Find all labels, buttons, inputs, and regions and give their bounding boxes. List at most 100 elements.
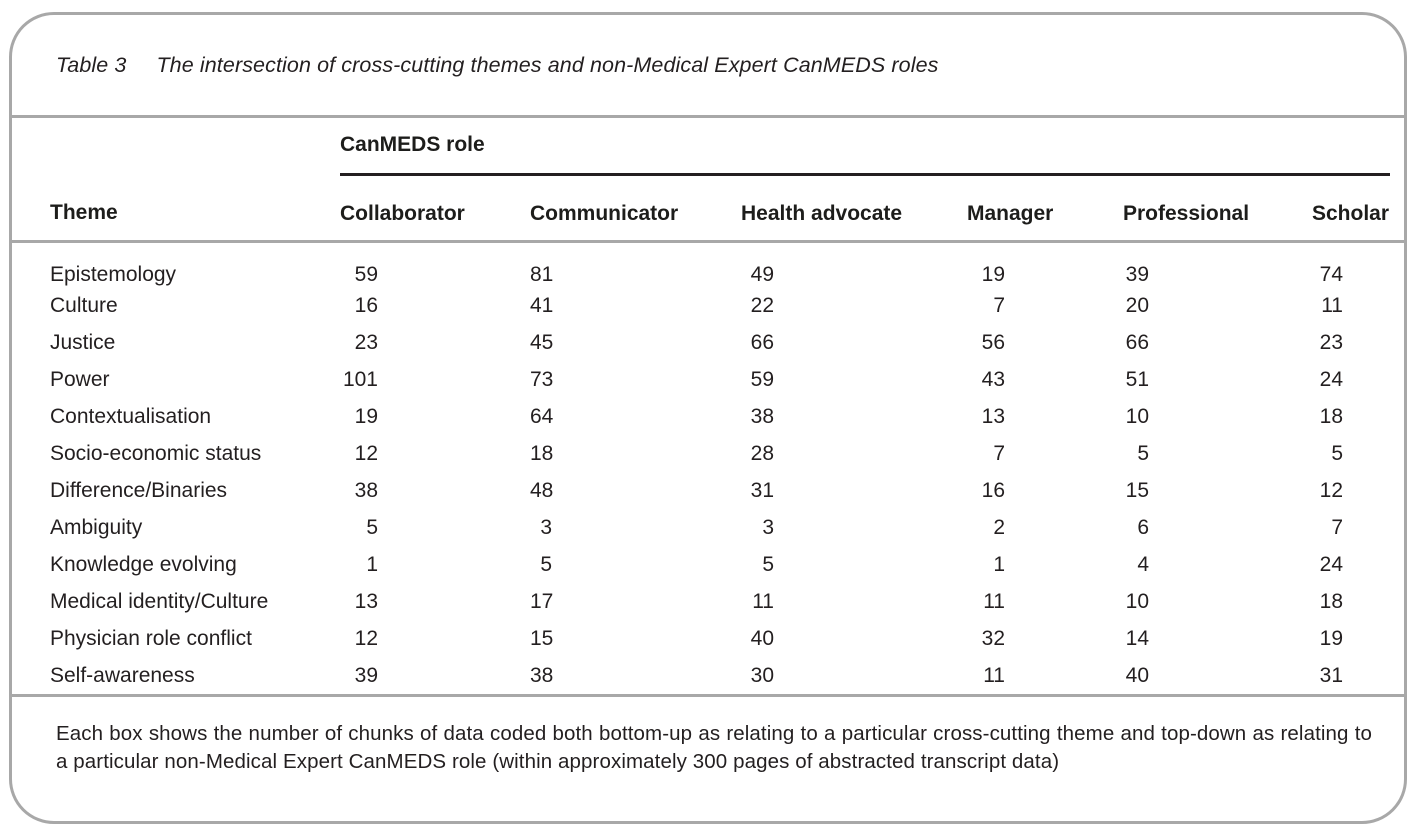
theme-cell: Culture: [50, 293, 118, 317]
value-cell: 2: [993, 515, 1005, 539]
value-cell: 32: [981, 626, 1005, 650]
value-cell: 3: [540, 515, 552, 539]
column-header-health-advocate: Health advocate: [741, 202, 903, 225]
value-cell: 12: [354, 626, 378, 650]
value-cell: 12: [1319, 478, 1343, 502]
theme-cell: Physician role conflict: [50, 626, 252, 650]
group-header-canmeds-role: CanMEDS role: [340, 118, 1391, 176]
column-header-collaborator: Collaborator: [340, 202, 465, 225]
value-cell: 5: [540, 552, 552, 576]
theme-cell: Medical identity/Culture: [50, 589, 269, 613]
value-cell: 81: [530, 263, 554, 286]
data-table: Epistemology 59 81 49 19 39 74 Culture 1 6 4 1 2 2 7 20…: [50, 243, 1390, 694]
value-cell: 64: [530, 404, 554, 428]
value-cell: 45: [530, 330, 554, 354]
value-cell: 13: [981, 404, 1005, 428]
value-cell: 56: [981, 330, 1005, 354]
value-cell: 39: [1125, 263, 1149, 286]
theme-cell: Contextualisation: [50, 404, 212, 428]
value-cell: 38: [750, 404, 774, 428]
value-cell: 31: [1319, 663, 1343, 687]
value-cell: 5: [1331, 441, 1343, 465]
table-row: Physician role conflict 12 15 40 32 14 19: [50, 620, 1390, 657]
value-cell: 41: [530, 293, 554, 317]
value-cell: 14: [1125, 626, 1149, 650]
value-cell: 12: [354, 441, 378, 465]
value-cell: 5: [1137, 441, 1149, 465]
footnote: Each box shows the number of chunks of d…: [56, 722, 1372, 773]
value-cell: 38: [530, 663, 554, 687]
theme-cell: Knowledge evolving: [50, 552, 237, 576]
value-cell: 74: [1319, 263, 1343, 286]
section-divider-footer: [12, 694, 1404, 697]
value-cell: 3: [762, 515, 774, 539]
header-table: CanMEDS role Theme Collaborator Communic…: [50, 118, 1391, 241]
table-row: Difference/Binaries 38 48 31 16 15 12: [50, 472, 1390, 509]
table-row: Ambiguity 5 3 3 2 6 7: [50, 509, 1390, 546]
value-cell: 15: [1125, 478, 1149, 502]
theme-cell: Epistemology: [50, 263, 177, 286]
theme-cell: Difference/Binaries: [50, 478, 228, 502]
value-cell: 16: [354, 293, 378, 317]
value-cell: 20: [1125, 293, 1149, 317]
value-cell: 24: [1319, 552, 1343, 576]
value-cell: 1: [993, 552, 1005, 576]
value-cell: 23: [354, 330, 378, 354]
value-cell: 39: [354, 663, 378, 687]
value-cell: 13: [354, 589, 378, 613]
column-header-scholar: Scholar: [1312, 202, 1390, 225]
value-cell: 51: [1125, 367, 1149, 391]
value-cell: 6: [1137, 515, 1149, 539]
value-cell: 73: [530, 367, 554, 391]
table-row: Knowledge evolving 1 5 5 1 4 24: [50, 546, 1390, 583]
value-cell: 59: [354, 263, 378, 286]
value-cell: 7: [993, 441, 1005, 465]
value-cell: 18: [1319, 404, 1343, 428]
table-row: Medical identity/Culture 13 17 11 11 10 18: [50, 583, 1390, 620]
theme-cell: Socio-economic status: [50, 441, 262, 465]
value-cell: 10: [1125, 589, 1149, 613]
value-cell: 7: [1331, 515, 1343, 539]
value-cell: 18: [1319, 589, 1343, 613]
section-divider-header: [12, 240, 1404, 243]
theme-cell: Power: [50, 367, 110, 391]
value-cell: 48: [530, 478, 554, 502]
group-header-row: CanMEDS role: [50, 118, 1391, 176]
caption-text: The intersection of cross-cutting themes…: [156, 52, 939, 77]
table-caption: Table 3 The intersection of cross-cuttin…: [12, 15, 1404, 115]
value-cell: 66: [1125, 330, 1149, 354]
value-cell: 11: [983, 663, 1005, 687]
value-cell: 40: [750, 626, 774, 650]
value-cell: 24: [1319, 367, 1343, 391]
value-cell: 17: [530, 589, 554, 613]
table-card: Table 3 The intersection of cross-cuttin…: [9, 12, 1407, 824]
value-cell: 10: [1125, 404, 1149, 428]
theme-cell: Ambiguity: [50, 515, 143, 539]
table-row: Culture 16 41 22 7 20 11: [50, 287, 1390, 324]
value-cell: 11: [1321, 293, 1343, 317]
value-cell: 11: [752, 589, 774, 613]
value-cell: 18: [530, 441, 554, 465]
value-cell: 28: [750, 441, 774, 465]
table-row: Justice 23 45 66 56 66 23: [50, 324, 1390, 361]
value-cell: 30: [750, 663, 774, 687]
value-cell: 1: [366, 552, 378, 576]
value-cell: 38: [354, 478, 378, 502]
value-cell: 49: [750, 263, 774, 286]
value-cell: 19: [981, 263, 1005, 286]
value-cell: 16: [981, 478, 1005, 502]
value-cell: 23: [1319, 330, 1343, 354]
table-row: Socio-economic status 12 18 28 7 5 5: [50, 435, 1390, 472]
column-header-row: Theme Collaborator Communicator Health a…: [50, 175, 1390, 241]
table-row: Epistemology 59 81 49 19 39 74: [50, 243, 1390, 287]
caption-label: Table 3: [56, 52, 127, 77]
value-cell: 5: [762, 552, 774, 576]
value-cell: 19: [1319, 626, 1343, 650]
column-header-theme: Theme: [50, 201, 118, 225]
theme-cell: Justice: [50, 330, 116, 354]
column-header-communicator: Communicator: [530, 202, 679, 225]
value-cell: 19: [354, 404, 378, 428]
value-cell: 15: [530, 626, 554, 650]
table-row: Power 101 73 59 43 51 24: [50, 361, 1390, 398]
section-divider-top: [12, 115, 1404, 118]
